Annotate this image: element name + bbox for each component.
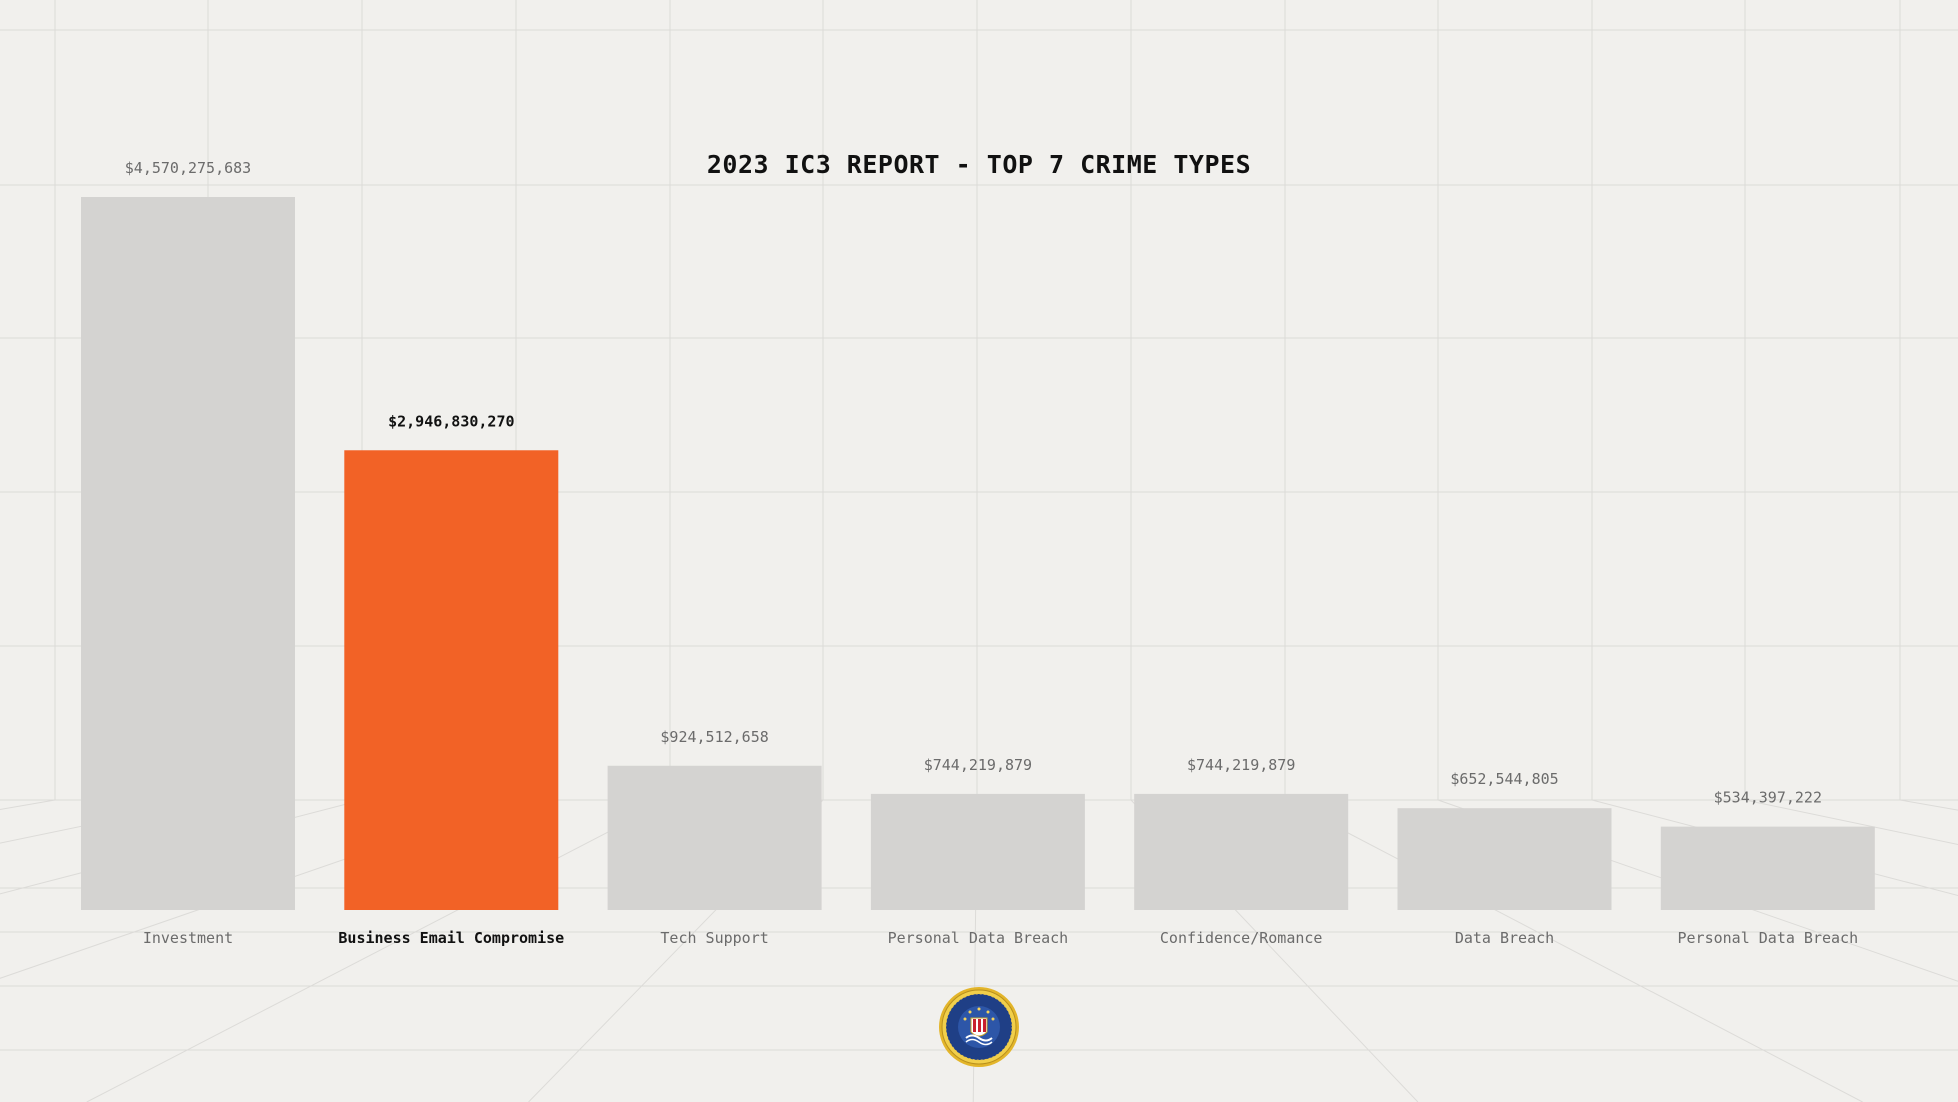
bar (1134, 793, 1349, 910)
bar-highlighted (344, 450, 559, 910)
bar (1397, 808, 1612, 910)
chart-title: 2023 IC3 REPORT - TOP 7 CRIME TYPES (706, 150, 1252, 179)
bar-value-label: $744,219,879 (924, 756, 1032, 774)
category-label: Personal Data Breach (1677, 929, 1858, 947)
category-label: Data Breach (1455, 929, 1554, 947)
category-label: Business Email Compromise (338, 929, 564, 947)
bar-value-label: $924,512,658 (660, 728, 768, 746)
bar (607, 765, 822, 910)
bar (870, 793, 1085, 910)
bar-value-label: $4,570,275,683 (125, 159, 251, 177)
bar-value-label: $534,397,222 (1714, 789, 1822, 807)
bar-value-label: $652,544,805 (1450, 770, 1558, 788)
category-label: Investment (143, 929, 233, 947)
bar-value-label: $2,946,830,270 (388, 412, 514, 430)
bar-value-label: $744,219,879 (1187, 756, 1295, 774)
bar (81, 197, 295, 910)
bar (1660, 826, 1875, 910)
category-label: Personal Data Breach (888, 929, 1069, 947)
category-label: Tech Support (660, 929, 768, 947)
fbi-seal-icon (939, 987, 1019, 1067)
category-label: Confidence/Romance (1160, 929, 1323, 947)
